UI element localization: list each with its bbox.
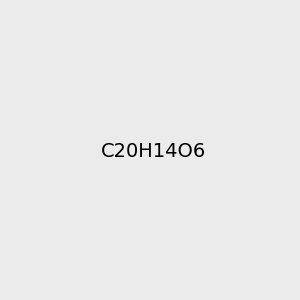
Text: C20H14O6: C20H14O6 <box>101 142 206 161</box>
